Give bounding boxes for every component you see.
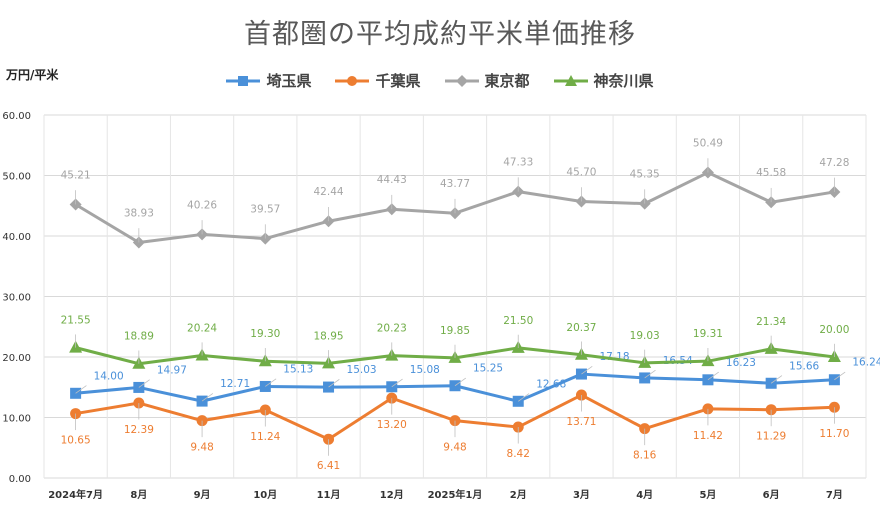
data-label: 11.29: [756, 431, 786, 443]
x-tick-label: 2024年7月: [48, 488, 103, 501]
data-label: 21.55: [61, 315, 91, 327]
label-leader-line: [834, 371, 846, 381]
y-tick-label: 40.00: [2, 232, 31, 243]
x-tick-label: 6月: [763, 489, 780, 501]
legend-item-chiba[interactable]: 千葉県: [335, 70, 421, 91]
legend-swatch-diamond-icon: [444, 74, 479, 87]
data-label: 38.93: [124, 207, 154, 219]
y-tick-label: 60.00: [2, 111, 31, 122]
data-label: 42.44: [314, 186, 344, 198]
x-tick-label: 7月: [826, 489, 843, 501]
data-label: 45.21: [61, 169, 91, 181]
data-label: 15.25: [473, 363, 503, 375]
label-leader-line: [517, 393, 530, 402]
x-tick-label: 5月: [699, 489, 716, 501]
legend-item-saitama[interactable]: 埼玉県: [226, 70, 311, 91]
data-label: 44.43: [377, 174, 407, 186]
y-tick-label: 20.00: [2, 353, 31, 364]
x-tick-label: 9月: [194, 489, 211, 501]
data-label: 6.41: [317, 460, 340, 472]
data-label: 45.58: [756, 167, 786, 179]
legend-label: 東京都: [484, 72, 530, 90]
x-tick-label: 2025年1月: [428, 488, 483, 501]
data-label: 8.16: [633, 450, 657, 462]
label-leader-line: [265, 378, 277, 387]
data-label: 16.23: [726, 357, 756, 369]
x-tick-label: 4月: [636, 489, 653, 501]
legend-swatch-circle-icon: [335, 75, 370, 87]
data-label: 12.71: [220, 378, 250, 390]
data-label: 11.70: [819, 428, 849, 440]
data-label: 45.35: [630, 169, 660, 181]
y-tick-label: 0.00: [9, 474, 31, 485]
chart-title: 首都圏の平均成約平米単価推移: [244, 19, 636, 50]
y-axis-unit-label: 万円/平米: [6, 68, 59, 82]
x-tick-label: 11月: [317, 489, 341, 501]
data-label: 11.42: [693, 430, 723, 442]
data-label: 43.77: [440, 178, 470, 190]
label-leader-line: [75, 385, 87, 394]
data-label: 20.23: [377, 323, 407, 335]
label-leader-line: [201, 393, 214, 402]
data-label: 19.85: [440, 325, 470, 337]
data-label: 18.89: [124, 331, 154, 343]
data-label: 18.95: [314, 330, 344, 342]
label-leader-line: [581, 366, 593, 375]
data-label: 39.57: [250, 204, 280, 216]
label-leader-line: [770, 375, 783, 384]
data-label: 19.30: [250, 328, 280, 340]
data-label: 15.03: [347, 364, 377, 376]
x-tick-label: 8月: [130, 489, 147, 501]
legend: 埼玉県 千葉県 東京都 神奈川県: [0, 70, 880, 91]
legend-label: 千葉県: [375, 72, 421, 90]
data-label: 16.24: [852, 357, 880, 369]
legend-item-tokyo[interactable]: 東京都: [444, 70, 530, 91]
data-label: 15.08: [410, 364, 440, 376]
y-tick-label: 30.00: [2, 293, 31, 304]
legend-label: 埼玉県: [266, 72, 312, 90]
y-tick-label: 10.00: [2, 414, 31, 425]
legend-swatch-square-icon: [226, 75, 261, 87]
data-label: 14.97: [157, 364, 187, 376]
data-label: 20.24: [187, 323, 217, 335]
legend-label: 神奈川県: [593, 72, 654, 90]
label-leader-line: [644, 369, 656, 379]
data-label: 8.42: [507, 448, 530, 460]
data-label: 15.66: [789, 360, 819, 372]
data-label: 45.70: [566, 167, 596, 179]
data-label: 19.03: [630, 330, 660, 342]
data-label: 12.68: [536, 378, 566, 390]
data-label: 47.33: [503, 157, 533, 169]
data-label: 9.48: [443, 442, 466, 454]
data-label: 21.50: [503, 315, 533, 327]
legend-item-kanagawa[interactable]: 神奈川県: [553, 70, 654, 91]
x-tick-label: 3月: [573, 489, 590, 501]
label-leader-line: [328, 379, 340, 388]
label-leader-line: [454, 377, 467, 387]
data-label: 50.49: [693, 138, 723, 150]
data-label: 11.24: [250, 431, 280, 443]
data-label: 13.20: [377, 419, 407, 431]
legend-swatch-triangle-icon: [553, 74, 588, 87]
x-tick-label: 2月: [510, 489, 527, 501]
data-label: 10.65: [61, 435, 91, 447]
data-label: 13.71: [566, 416, 596, 428]
x-tick-label: 12月: [380, 489, 404, 501]
label-leader-line: [138, 379, 150, 388]
data-label: 20.00: [819, 324, 849, 336]
x-tick-label: 10月: [253, 489, 277, 501]
data-label: 14.00: [94, 370, 124, 382]
data-label: 21.34: [756, 316, 786, 328]
data-label: 9.48: [190, 442, 213, 454]
y-tick-label: 50.00: [2, 172, 31, 183]
data-label: 40.26: [187, 199, 217, 211]
data-label: 19.31: [693, 328, 723, 340]
data-label: 47.28: [819, 157, 849, 169]
data-label: 15.13: [283, 363, 313, 375]
data-label: 12.39: [124, 424, 154, 436]
data-label: 20.37: [566, 322, 596, 334]
label-leader-line: [707, 371, 719, 381]
label-leader-line: [391, 378, 403, 388]
